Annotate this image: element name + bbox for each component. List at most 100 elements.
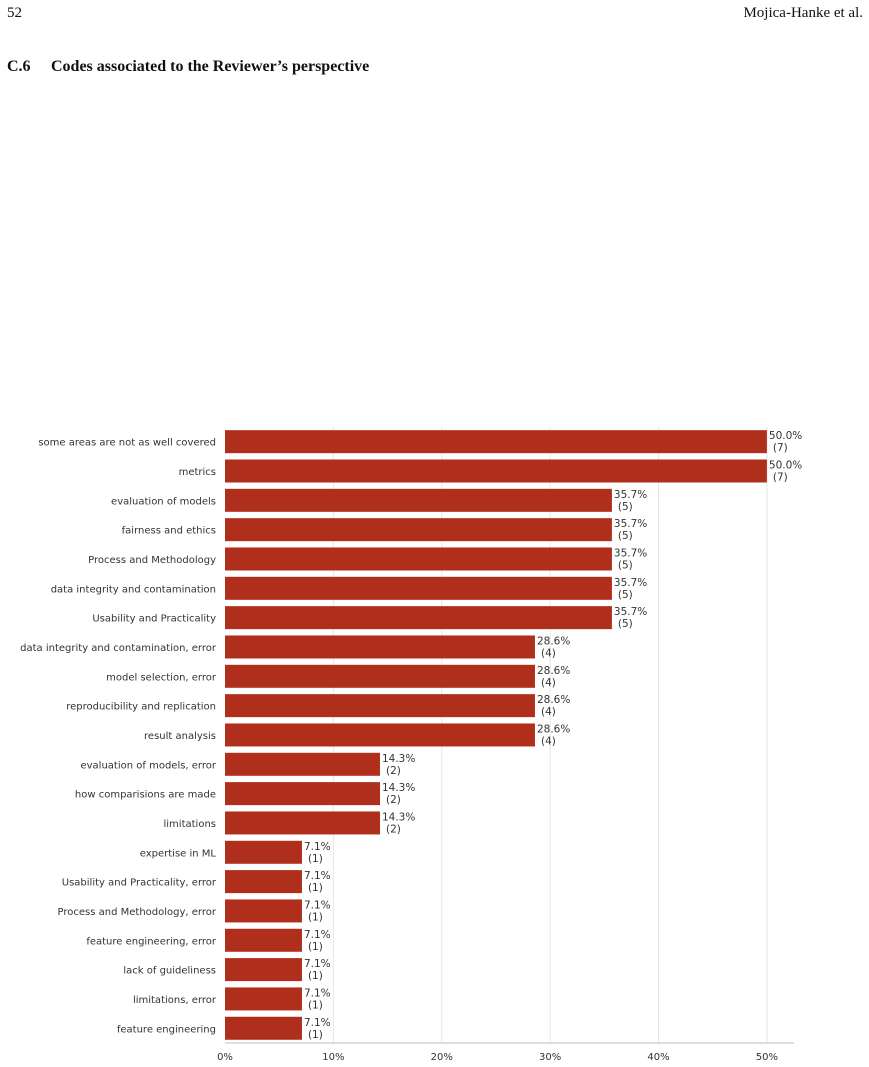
bar [225,899,302,923]
category-label: evaluation of models [111,496,216,507]
value-label-percent: 35.7% [614,518,647,530]
value-label-count: (4) [541,647,556,659]
x-axis: 0% 10% 20% 30% 40% 50% [217,1042,794,1063]
category-label: data integrity and contamination, error [20,643,217,654]
value-label-percent: 50.0% [769,430,802,442]
bar [225,987,302,1011]
value-label-percent: 50.0% [769,459,802,471]
value-label-count: (1) [308,853,323,865]
category-label: expertise in ML [140,848,217,859]
bar [225,1016,302,1040]
bar [225,459,767,483]
x-tick-label: 0% [217,1052,233,1063]
x-tick-label: 30% [539,1052,561,1063]
page-number: 52 [7,5,22,21]
category-label: feature engineering [117,1024,216,1035]
bar [225,782,380,806]
x-tick-label: 20% [431,1052,453,1063]
category-labels: some areas are not as well covered metric… [20,438,217,1036]
x-tick-label: 40% [647,1052,669,1063]
value-label-count: (5) [618,530,633,542]
x-tick-label: 50% [756,1052,778,1063]
category-label: limitations [164,819,217,830]
value-label-percent: 7.1% [304,987,331,999]
bar [225,664,535,688]
value-label-percent: 14.3% [382,753,415,765]
value-label-count: (4) [541,677,556,689]
value-label-percent: 28.6% [537,694,570,706]
value-label-count: (5) [618,559,633,571]
bar [225,958,302,982]
category-label: some areas are not as well covered [38,438,216,449]
category-label: lack of guideliness [123,966,216,977]
category-label: reproducibility and replication [66,702,216,713]
bar [225,840,302,864]
value-label-count: (2) [386,765,401,777]
value-label-percent: 28.6% [537,665,570,677]
value-label-count: (1) [308,970,323,982]
value-label-count: (7) [773,471,788,483]
bar [225,488,612,512]
category-label: Process and Methodology [88,555,216,566]
bar [225,811,380,835]
bar [225,752,380,776]
value-label-count: (4) [541,706,556,718]
value-label-count: (1) [308,911,323,923]
value-label-count: (1) [308,999,323,1011]
value-label-count: (5) [618,618,633,630]
category-label: model selection, error [106,672,217,683]
value-label-percent: 7.1% [304,841,331,853]
category-label: result analysis [144,731,216,742]
section-title: Codes associated to the Reviewer’s persp… [51,58,370,75]
section-heading: C.6 Codes associated to the Reviewer’s pe… [7,58,369,76]
value-label-percent: 28.6% [537,635,570,647]
value-label-percent: 7.1% [304,929,331,941]
bar [225,606,612,630]
category-label: evaluation of models, error [80,760,216,771]
value-label-percent: 35.7% [614,577,647,589]
value-label-percent: 7.1% [304,899,331,911]
value-label-count: (5) [618,589,633,601]
value-label-count: (4) [541,735,556,747]
bar [225,694,535,718]
x-tick-label: 10% [322,1052,344,1063]
value-labels: 50.0%(7)50.0%(7)35.7%(5)35.7%(5)35.7%(5)… [304,430,802,1041]
category-label: metrics [179,467,216,478]
value-label-count: (7) [773,442,788,454]
bars [225,430,767,1040]
bar [225,576,612,600]
bar [225,518,612,542]
value-label-count: (2) [386,794,401,806]
category-label: Usability and Practicality [92,614,216,625]
category-label: Usability and Practicality, error [62,878,217,889]
bar [225,870,302,894]
value-label-percent: 28.6% [537,723,570,735]
value-label-percent: 7.1% [304,958,331,970]
bar [225,547,612,571]
bar [225,928,302,952]
category-label: feature engineering, error [86,936,217,947]
category-label: Process and Methodology, error [58,907,217,918]
value-label-count: (1) [308,882,323,894]
value-label-count: (1) [308,1029,323,1041]
section-number: C.6 [7,58,31,75]
value-label-percent: 35.7% [614,547,647,559]
value-label-percent: 35.7% [614,606,647,618]
value-label-count: (1) [308,941,323,953]
value-label-percent: 35.7% [614,489,647,501]
value-label-percent: 14.3% [382,811,415,823]
category-label: data integrity and contamination [51,584,216,595]
value-label-count: (5) [618,501,633,513]
value-label-percent: 7.1% [304,870,331,882]
value-label-percent: 14.3% [382,782,415,794]
value-label-percent: 7.1% [304,1017,331,1029]
running-head: Mojica-Hanke et al. [743,5,863,21]
category-label: limitations, error [133,995,217,1006]
category-label: fairness and ethics [122,526,216,537]
category-label: how comparisions are made [75,790,216,801]
bar [225,635,535,659]
value-label-count: (2) [386,823,401,835]
bar [225,723,535,747]
bar [225,430,767,454]
